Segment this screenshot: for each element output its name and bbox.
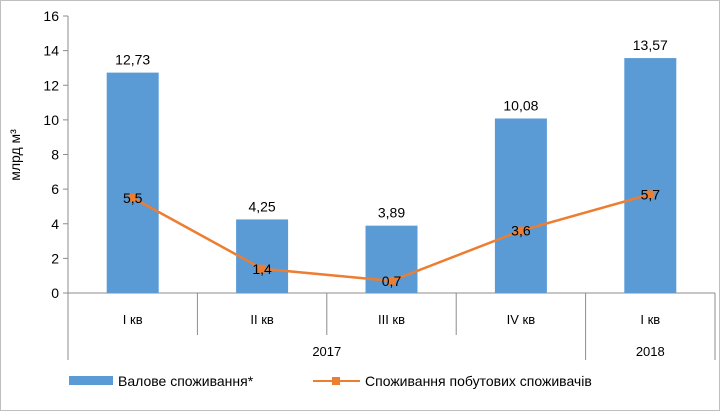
bar-series: 12,73 4,25 3,89 10,08 13,57 [106,37,677,294]
x-tick-label: III кв [378,312,405,327]
bar [494,118,547,294]
line-value-label: 5,7 [641,186,661,202]
x-tick-label: IV кв [507,312,536,327]
bar [106,72,159,293]
line-marker [516,226,525,235]
y-tick-label: 14 [43,43,59,59]
legend: Валове споживання* Споживання побутових … [69,373,592,389]
y-tick-label: 12 [43,77,59,93]
bar-value-label: 12,73 [115,52,150,68]
y-tick-label: 16 [43,8,59,24]
legend-swatch-bar [69,376,113,385]
y-tick-label: 10 [43,112,59,128]
x-tick-label: I кв [640,312,660,327]
legend-label-line: Споживання побутових споживачів [365,373,592,389]
x-tick-label: II кв [250,312,274,327]
line-marker [387,276,396,285]
bar-value-label: 3,89 [378,205,405,221]
y-tick-label: 4 [51,216,59,232]
y-tick-label: 0 [51,285,59,301]
x-group-label: 2018 [636,344,665,359]
bar [624,58,677,294]
bar-value-label: 13,57 [633,37,668,53]
line-marker [128,193,137,202]
line-marker [646,190,655,199]
x-tick-label: I кв [123,312,143,327]
y-tick-label: 2 [51,250,59,266]
line-value-label: 1,4 [252,261,272,277]
y-tick-label: 6 [51,181,59,197]
legend-swatch-marker [332,377,340,385]
bar-value-label: 10,08 [503,97,538,113]
line-series: 5,5 1,4 0,7 3,6 5,7 [123,186,660,289]
y-tick-label: 8 [51,147,59,163]
line-value-label: 5,5 [123,190,143,206]
line-value-label: 3,6 [511,223,531,239]
y-axis: 0 2 4 6 8 10 12 14 16 [43,8,69,301]
y-axis-label: млрд м³ [7,129,23,181]
legend-label-bar: Валове споживання* [118,373,254,389]
line-marker [258,264,267,273]
x-group-label: 2017 [312,344,341,359]
bar [236,219,289,293]
line-value-label: 0,7 [382,273,402,289]
bar-value-label: 4,25 [248,198,275,214]
